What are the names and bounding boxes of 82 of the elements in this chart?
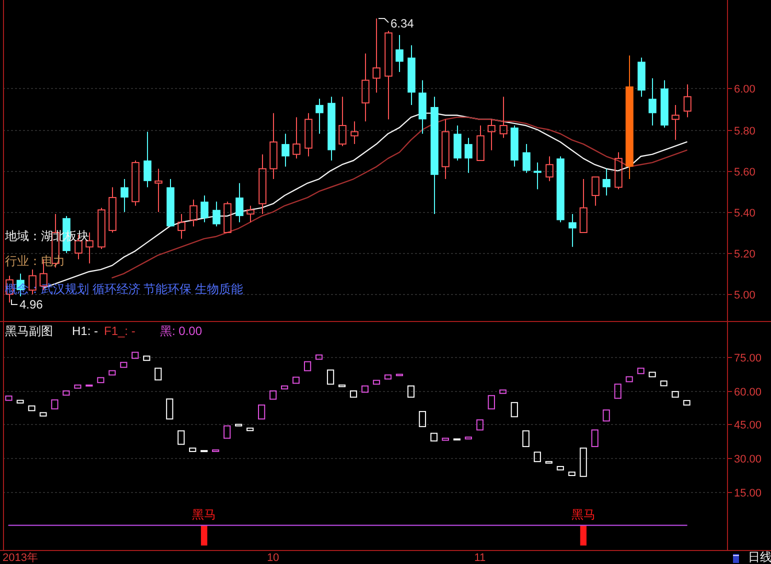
bar bbox=[338, 384, 346, 388]
bar bbox=[488, 395, 495, 410]
bar bbox=[258, 404, 266, 420]
y-tick-label: 30.00 bbox=[734, 454, 762, 466]
bar bbox=[637, 368, 644, 374]
bar bbox=[5, 396, 12, 401]
annotation: 6.34 bbox=[390, 16, 414, 31]
bar bbox=[315, 354, 323, 360]
bar bbox=[40, 412, 47, 417]
bar bbox=[534, 452, 541, 462]
bar bbox=[556, 466, 564, 470]
annotation: 4.96 bbox=[20, 297, 44, 312]
y-tick-label: 5.40 bbox=[734, 208, 756, 220]
bar bbox=[430, 432, 438, 442]
y-tick-label: 45.00 bbox=[734, 420, 762, 432]
bar bbox=[580, 448, 587, 477]
y-tick-label: 5.00 bbox=[734, 290, 756, 302]
bar bbox=[51, 399, 58, 410]
bar bbox=[602, 409, 610, 422]
bar bbox=[672, 391, 679, 398]
bar bbox=[545, 461, 552, 464]
bar bbox=[200, 525, 208, 546]
bar bbox=[614, 384, 622, 399]
bar bbox=[212, 449, 220, 452]
bar bbox=[154, 368, 162, 380]
bar bbox=[280, 385, 288, 390]
bar bbox=[178, 430, 185, 445]
y-tick-label: 15.00 bbox=[734, 488, 762, 500]
bar bbox=[246, 428, 254, 432]
bar bbox=[108, 370, 116, 376]
bar bbox=[326, 370, 334, 385]
bar bbox=[591, 429, 598, 448]
bar bbox=[97, 377, 104, 384]
bar bbox=[510, 402, 518, 418]
bar bbox=[442, 438, 450, 441]
bar bbox=[74, 384, 82, 389]
annotation: F1_: - bbox=[104, 324, 136, 338]
bar bbox=[464, 436, 472, 440]
bar bbox=[499, 389, 506, 394]
bar bbox=[28, 405, 36, 412]
x-tick-label: 11 bbox=[474, 552, 486, 564]
y-tick-label: 60.00 bbox=[734, 386, 762, 398]
bar bbox=[189, 448, 196, 452]
bar bbox=[396, 374, 404, 376]
y-tick-label: 5.60 bbox=[734, 166, 756, 178]
y-tick-label: 75.00 bbox=[734, 352, 762, 364]
bar bbox=[626, 376, 633, 382]
line-series bbox=[112, 116, 688, 278]
annotation: H1: - bbox=[72, 324, 98, 338]
bar bbox=[166, 398, 174, 420]
bar bbox=[292, 376, 300, 384]
bar bbox=[143, 356, 150, 361]
bar bbox=[270, 390, 277, 400]
y-tick-label: 5.20 bbox=[734, 248, 756, 260]
x-tick-label: 2013年 bbox=[2, 552, 38, 564]
bar bbox=[476, 419, 484, 430]
bar bbox=[372, 380, 380, 385]
bar bbox=[522, 430, 530, 448]
data-label: 黑马 bbox=[192, 507, 216, 522]
bar bbox=[16, 400, 24, 404]
y-tick-label: 6.00 bbox=[734, 84, 756, 96]
chart-title: 黑马副图 bbox=[5, 324, 53, 338]
bar bbox=[568, 472, 576, 476]
data-label: 黑马 bbox=[571, 507, 596, 522]
bar bbox=[418, 411, 426, 428]
bar bbox=[660, 380, 668, 386]
bar bbox=[304, 361, 312, 372]
bar bbox=[384, 374, 392, 380]
annotation: 黑: 0.00 bbox=[160, 324, 202, 338]
bar bbox=[683, 400, 690, 406]
bar bbox=[62, 390, 70, 396]
y-tick-label: 5.80 bbox=[734, 126, 756, 138]
bar bbox=[361, 385, 369, 393]
bar bbox=[648, 372, 656, 378]
bar bbox=[580, 525, 587, 546]
bar bbox=[120, 362, 128, 368]
bar bbox=[407, 385, 415, 398]
bar bbox=[132, 352, 139, 359]
bar bbox=[224, 425, 231, 439]
x-tick-label: 10 bbox=[266, 552, 280, 564]
bar bbox=[350, 390, 358, 398]
bar bbox=[235, 424, 242, 426]
